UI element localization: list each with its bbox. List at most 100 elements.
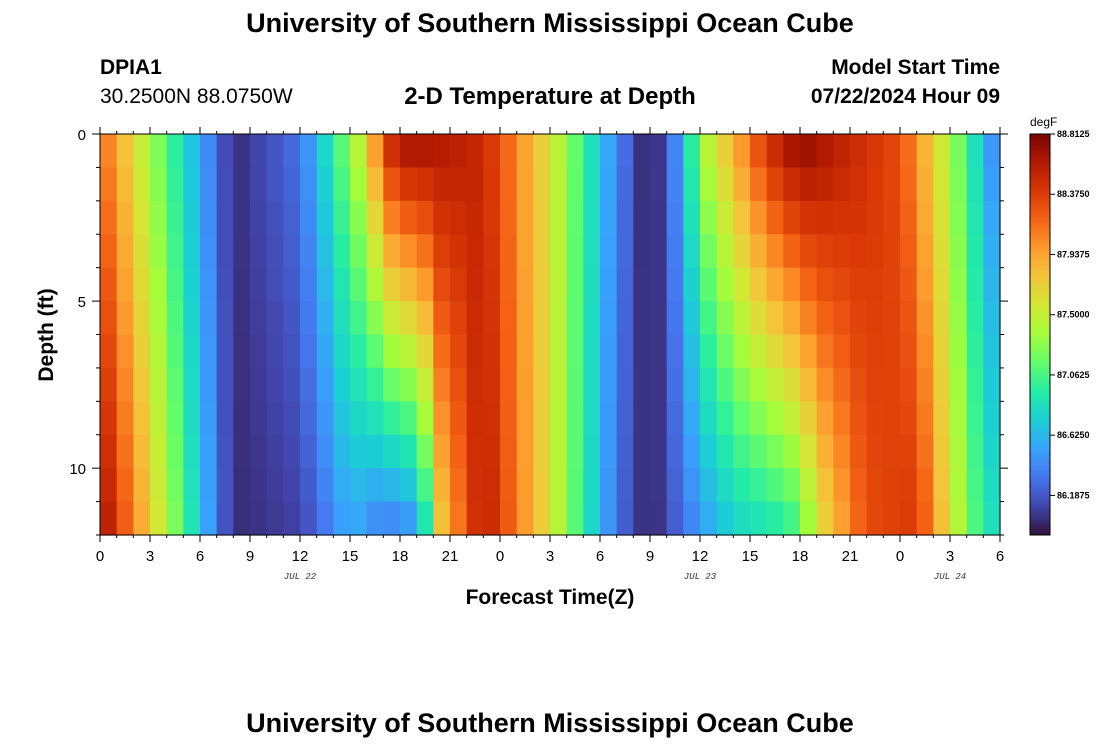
heatmap-cell [400,434,418,469]
x-tick-label: 6 [196,548,204,565]
heatmap-cell [933,267,951,302]
heatmap-cell [983,367,1001,402]
heatmap-cell [900,334,918,369]
heatmap-cell [633,434,651,469]
heatmap-cell [700,234,718,269]
heatmap-cell [550,401,568,436]
heatmap-cell [633,401,651,436]
heatmap-cell [783,301,801,336]
heatmap-cell [633,301,651,336]
heatmap-cell [500,134,518,169]
heatmap-cell [866,267,884,302]
heatmap-cell [116,501,134,536]
heatmap-cell [783,501,801,536]
heatmap-cell [683,367,701,402]
heatmap-cell [233,501,251,536]
heatmap-cell [750,367,768,402]
heatmap-cell [650,167,668,202]
heatmap-cell [683,401,701,436]
heatmap-cell [500,367,518,402]
heatmap-cell [633,468,651,503]
heatmap-cell [716,501,734,536]
heatmap-cell [283,434,301,469]
heatmap-cell [600,134,618,169]
heatmap-cell [616,200,634,235]
heatmap-cell [600,334,618,369]
heatmap-cell [383,334,401,369]
heatmap-cell [200,334,218,369]
heatmap-cell [783,401,801,436]
heatmap-cell [100,401,118,436]
heatmap-cell [233,301,251,336]
heatmap-cell [733,367,751,402]
heatmap-cell [766,167,784,202]
heatmap-cell [150,200,168,235]
heatmap-cell [450,234,468,269]
heatmap-cell [850,134,868,169]
heatmap-cell [300,167,318,202]
heatmap-cell [700,434,718,469]
heatmap-cell [183,501,201,536]
heatmap-cell [766,234,784,269]
heatmap-cell [616,234,634,269]
heatmap-cell [266,434,284,469]
heatmap-cell [833,301,851,336]
heatmap-cell [900,401,918,436]
heatmap-cell [150,367,168,402]
heatmap-cell [416,200,434,235]
heatmap-cell [866,401,884,436]
heatmap-cell [666,401,684,436]
heatmap-cell [816,367,834,402]
heatmap-cell [766,468,784,503]
heatmap-cell [650,234,668,269]
heatmap-cell [383,401,401,436]
heatmap-cell [666,367,684,402]
heatmap-cell [100,334,118,369]
heatmap-cell [633,267,651,302]
heatmap-cell [233,267,251,302]
date-label: JUL 22 [284,572,317,582]
heatmap-cell [350,501,368,536]
heatmap-cell [400,468,418,503]
heatmap-cell [316,434,334,469]
heatmap-cell [866,367,884,402]
heatmap-cell [983,167,1001,202]
heatmap-cell [116,167,134,202]
heatmap-cell [316,501,334,536]
heatmap-cell [916,501,934,536]
heatmap-cell [266,367,284,402]
heatmap-cell [883,367,901,402]
heatmap-cell [950,334,968,369]
heatmap-cell [950,501,968,536]
heatmap-cell [950,167,968,202]
heatmap-cell [783,267,801,302]
heatmap-cell [966,200,984,235]
heatmap-cell [983,434,1001,469]
heatmap-cell [133,367,151,402]
heatmap-cell [650,401,668,436]
heatmap-cell [216,468,234,503]
heatmap-cell [833,234,851,269]
heatmap-cell [433,334,451,369]
heatmap-cell [916,234,934,269]
heatmap-cell [283,401,301,436]
heatmap-cell [116,401,134,436]
heatmap-cell [466,468,484,503]
footer-title: University of Southern Mississippi Ocean… [246,708,854,738]
heatmap-cell [716,267,734,302]
heatmap-cell [100,301,118,336]
heatmap-cell [450,167,468,202]
heatmap-cell [916,334,934,369]
heatmap-cell [850,367,868,402]
y-tick-label: 10 [69,461,86,478]
heatmap-cell [716,334,734,369]
heatmap-cell [700,334,718,369]
heatmap-cell [533,200,551,235]
heatmap-cell [116,200,134,235]
heatmap-cell [933,301,951,336]
heatmap-cell [866,334,884,369]
heatmap-cell [733,200,751,235]
heatmap-cell [550,334,568,369]
heatmap-cell [316,301,334,336]
heatmap-cell [283,301,301,336]
